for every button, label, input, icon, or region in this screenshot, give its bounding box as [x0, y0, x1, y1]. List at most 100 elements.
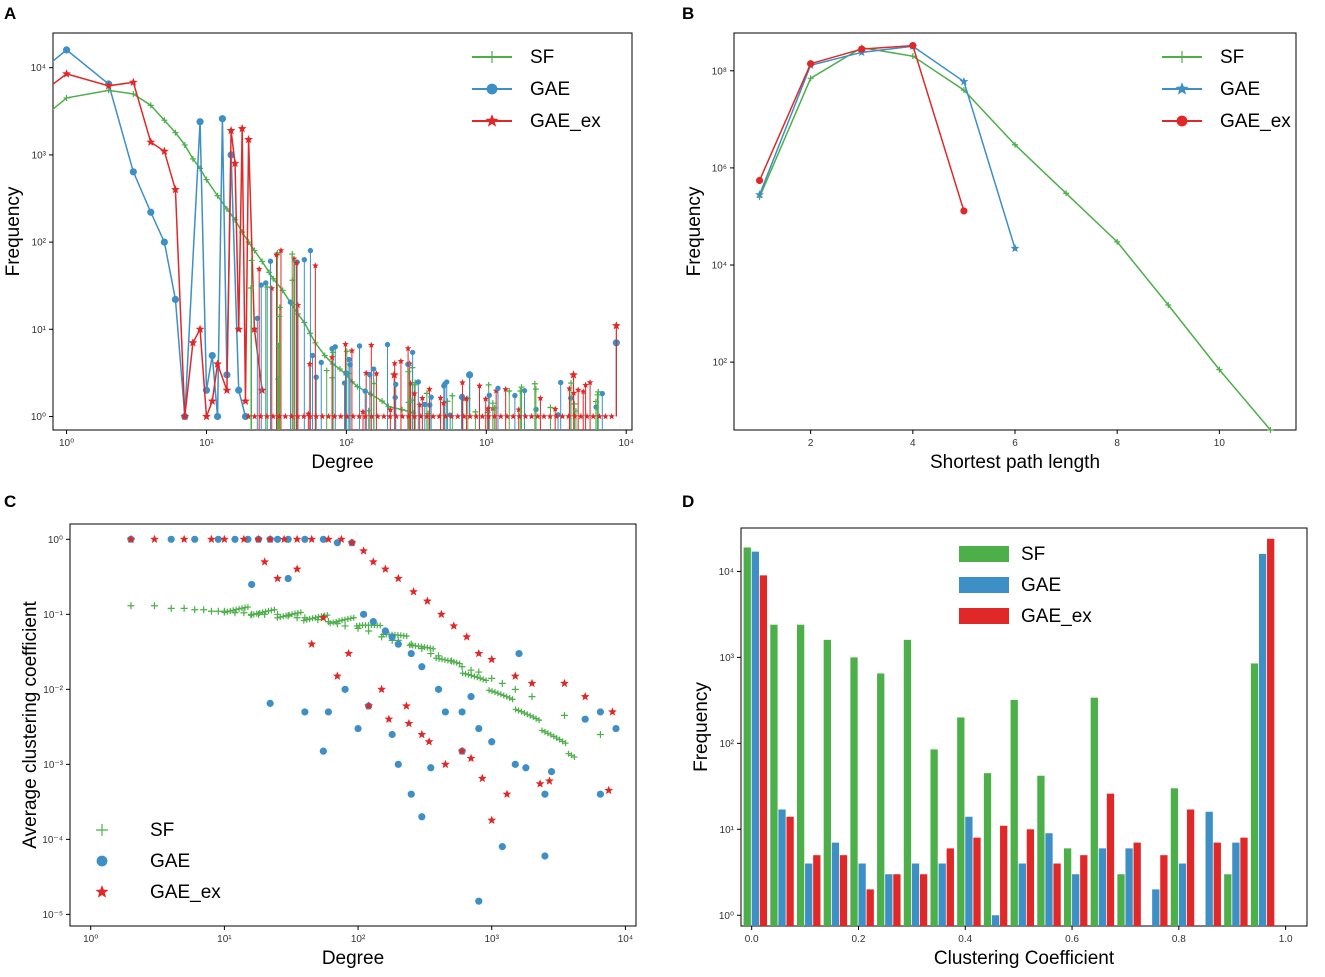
sf-point — [283, 612, 290, 619]
gae_ex-baseline-point — [355, 413, 363, 420]
y-tick-label: 10² — [32, 238, 47, 249]
sf-point — [266, 269, 273, 276]
gae_ex-point — [179, 534, 189, 544]
panel-letter-c: C — [4, 492, 17, 511]
gae-bar — [1098, 848, 1107, 926]
x-tick-label: 0.2 — [852, 934, 866, 945]
gae-point — [434, 685, 443, 693]
sf-bar — [1250, 663, 1259, 926]
gae-spike-point — [254, 315, 261, 322]
sf-point — [270, 275, 277, 282]
gae_ex-point — [755, 176, 764, 185]
legend-marker — [486, 83, 498, 95]
sf-point — [453, 659, 460, 666]
gae-point — [467, 693, 475, 701]
sf-point — [300, 617, 307, 624]
sf-spike-point — [405, 368, 412, 375]
x-tick-label: 2 — [808, 438, 814, 449]
gae_ex-point — [474, 648, 484, 658]
gae-series-line — [53, 48, 247, 417]
chart-c: 10⁰ 10¹ 10² 10³ 10⁴ 10⁻⁵ 10⁻⁴ 10⁻³ 10⁻² 10⁻¹ 10⁰ De… — [20, 523, 637, 969]
sf-point — [458, 663, 466, 671]
gae-point — [475, 897, 483, 905]
sf-spike-point — [518, 384, 525, 391]
sf-point — [130, 90, 137, 97]
sf-spike-point — [423, 390, 430, 397]
sf-spike-point — [264, 284, 271, 291]
gae_ex-baseline-point — [294, 413, 301, 420]
gae-bar — [778, 809, 786, 926]
x-tick-label: 10⁴ — [618, 438, 633, 449]
y-tick-label: 10⁻³ — [43, 760, 63, 771]
sf-bar — [1224, 874, 1232, 926]
sf-bar — [770, 624, 778, 926]
legend-swatch — [959, 608, 1009, 624]
gae_ex-point — [377, 684, 386, 694]
y-axis-label: Frequency — [691, 682, 712, 772]
sf-point — [450, 658, 457, 665]
gae-point — [359, 610, 368, 618]
gae_ex-bar — [786, 816, 794, 926]
gae-point — [301, 535, 309, 543]
sf-point — [491, 689, 498, 696]
gae_ex-point — [909, 42, 917, 50]
gae_ex-spike-point — [459, 379, 466, 386]
gae_ex-spike-point — [348, 347, 356, 354]
sf-point — [560, 711, 568, 719]
x-tick-label: 10⁰ — [59, 438, 74, 449]
sf-bar — [1117, 874, 1125, 926]
sf-point — [503, 693, 510, 700]
gae_ex-point — [462, 632, 472, 641]
x-tick-label: 10² — [339, 438, 354, 449]
gae-spike-point — [486, 392, 492, 399]
gae-point — [581, 715, 589, 723]
gae-point — [394, 640, 402, 648]
sf-spike-point — [506, 388, 513, 395]
y-tick-label: 10² — [720, 739, 735, 750]
sf-point — [203, 176, 210, 183]
x-tick-label: 0.8 — [1172, 934, 1186, 945]
x-tick-label: 1.0 — [1279, 934, 1293, 945]
gae_ex-spike-point — [569, 370, 578, 379]
sf-point — [245, 239, 252, 246]
sf-point — [807, 75, 814, 82]
gae_ex-point — [188, 338, 198, 347]
sf-point — [1216, 366, 1223, 373]
x-tick-label: 8 — [1114, 438, 1120, 449]
gae-spike-point — [422, 401, 428, 408]
gae-spike-point — [415, 379, 421, 385]
y-tick-label: 10⁸ — [712, 66, 727, 77]
gae-spike-point — [307, 247, 314, 254]
sf-point — [214, 607, 222, 615]
sf-point — [233, 606, 240, 613]
sf-point — [407, 640, 415, 648]
gae_ex-baseline-point — [368, 413, 375, 420]
sf-point — [297, 609, 304, 616]
gae-point — [171, 295, 180, 304]
y-tick-label: 10² — [713, 358, 728, 369]
gae_ex-spike-point — [268, 284, 276, 292]
sf-point — [427, 645, 434, 652]
gae_ex-point — [457, 746, 467, 755]
gae_ex-bar — [893, 874, 901, 926]
sf-point — [330, 619, 337, 626]
gae_ex-spike-point — [482, 395, 490, 402]
sf-point — [341, 622, 349, 630]
gae_ex-spike-point — [305, 410, 312, 417]
sf-bar — [983, 773, 992, 926]
gae_ex-spike-point — [255, 265, 263, 272]
sf-point — [350, 614, 357, 621]
sf-point — [189, 155, 196, 162]
gae_ex-baseline-point — [534, 413, 542, 420]
gae_ex-spike-point — [426, 385, 433, 393]
sf-spike-point — [531, 380, 538, 387]
gae-point — [498, 843, 506, 851]
gae_ex-point — [424, 737, 434, 746]
gae_ex-baseline-point — [399, 413, 406, 420]
gae_ex-point — [159, 146, 169, 156]
gae_ex-point — [409, 587, 418, 596]
gae_ex-point — [384, 714, 394, 723]
y-tick-label: 10⁴ — [712, 261, 727, 272]
legend-marker — [486, 51, 498, 63]
x-axis-label: Shortest path length — [930, 452, 1100, 473]
